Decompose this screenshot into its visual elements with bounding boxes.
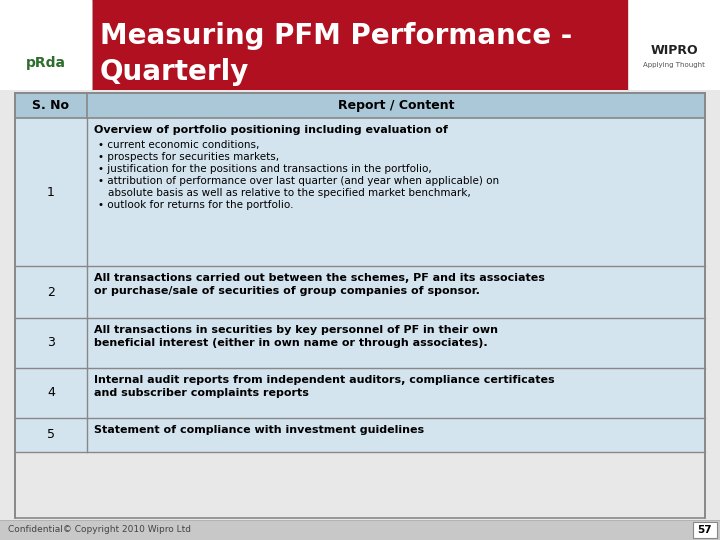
Text: WIPRO: WIPRO [650,44,698,57]
Text: 57: 57 [698,525,712,535]
Bar [15,93,705,118]
Bar [693,522,717,538]
Text: absolute basis as well as relative to the specified market benchmark,: absolute basis as well as relative to th… [108,188,471,198]
Bar [0,0,92,90]
Bar [15,368,705,418]
Text: Measuring PFM Performance -: Measuring PFM Performance - [100,22,572,50]
Text: 2: 2 [47,286,55,299]
Bar [0,520,720,540]
Bar [15,266,705,318]
Text: • attribution of performance over last quarter (and year when applicable) on: • attribution of performance over last q… [98,176,499,186]
Text: Quarterly: Quarterly [100,58,249,86]
Text: 3: 3 [47,336,55,349]
Text: 5: 5 [47,429,55,442]
Bar [628,0,720,90]
Text: beneficial interest (either in own name or through associates).: beneficial interest (either in own name … [94,338,487,348]
Text: Overview of portfolio positioning including evaluation of: Overview of portfolio positioning includ… [94,125,448,135]
Text: 4: 4 [47,387,55,400]
Bar [15,318,705,368]
Text: 1: 1 [47,186,55,199]
Text: or purchase/sale of securities of group companies of sponsor.: or purchase/sale of securities of group … [94,286,480,296]
Text: All transactions carried out between the schemes, PF and its associates: All transactions carried out between the… [94,273,545,283]
Text: Internal audit reports from independent auditors, compliance certificates: Internal audit reports from independent … [94,375,554,385]
Text: Statement of compliance with investment guidelines: Statement of compliance with investment … [94,425,424,435]
Bar [15,93,705,518]
Text: S. No: S. No [32,99,70,112]
Bar [15,118,705,266]
Text: and subscriber complaints reports: and subscriber complaints reports [94,388,309,398]
Text: • outlook for returns for the portfolio.: • outlook for returns for the portfolio. [98,200,294,210]
Text: All transactions in securities by key personnel of PF in their own: All transactions in securities by key pe… [94,325,498,335]
Text: • justification for the positions and transactions in the portfolio,: • justification for the positions and tr… [98,164,432,174]
Text: pRda: pRda [26,56,66,70]
Bar [15,418,705,452]
Text: Applying Thought: Applying Thought [643,62,705,68]
Bar [0,0,720,90]
Text: Report / Content: Report / Content [338,99,454,112]
Text: • prospects for securities markets,: • prospects for securities markets, [98,152,279,162]
Text: • current economic conditions,: • current economic conditions, [98,140,259,150]
Text: Confidential© Copyright 2010 Wipro Ltd: Confidential© Copyright 2010 Wipro Ltd [8,525,191,535]
